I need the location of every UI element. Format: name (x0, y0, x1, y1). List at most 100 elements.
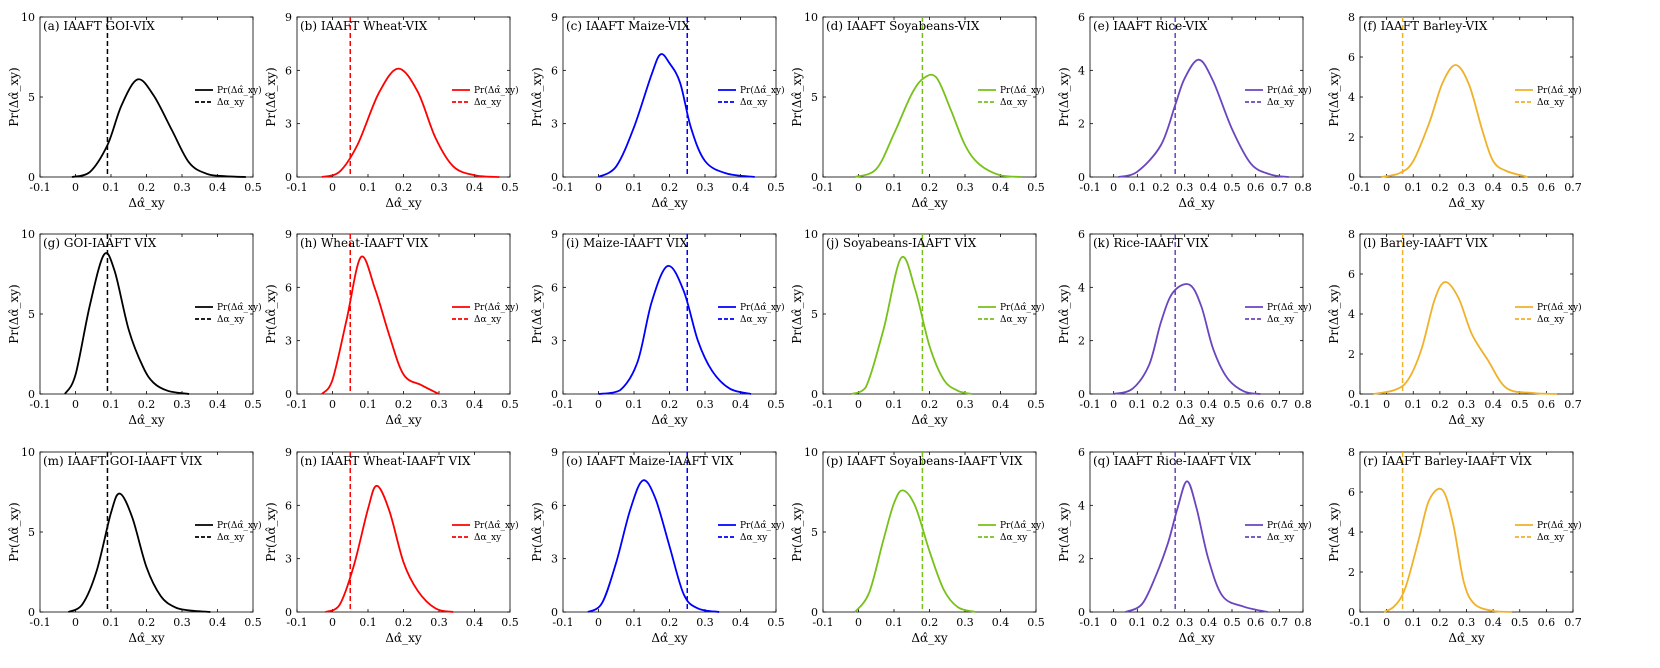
x-axis-label: Δα̂_xy (911, 413, 948, 427)
panel-n: -0.1 0 0.1 0.2 0.3 0.4 0.50369Δα̂_xyPr(Δα̂_xy)… (264, 446, 519, 645)
x-tick-label: 0.3 (430, 181, 448, 194)
x-tick-label: 0.4 (209, 616, 227, 629)
x-tick-label: 0.6 (1247, 181, 1265, 194)
x-tick-label: 0.5 (1027, 398, 1045, 411)
y-tick-label: 3 (285, 335, 292, 348)
legend-label-pdf: Pr(Δα̂_xy) (1267, 85, 1312, 96)
axes-box (1089, 233, 1304, 395)
y-axis-label: Pr(Δα̂_xy) (7, 502, 21, 562)
axes-box (1359, 451, 1574, 613)
panel-title: (c) IAAFT Maize-VIX (566, 19, 690, 33)
panel-p: -0.1 0 0.1 0.2 0.3 0.4 0.50510Δα̂_xyPr(Δα̂_xy)… (790, 446, 1045, 645)
y-tick-label: 4 (1348, 308, 1355, 321)
axes-box (39, 451, 254, 613)
x-tick-label: 0.5 (1511, 398, 1529, 411)
x-tick-label: 0.1 (359, 616, 377, 629)
x-tick-label: -0.1 (29, 616, 50, 629)
y-tick-label: 9 (285, 11, 292, 24)
axes-box (296, 233, 511, 395)
density-curve (64, 252, 190, 395)
x-tick-label: -0.1 (1349, 616, 1370, 629)
legend-label-pdf: Pr(Δα̂_xy) (740, 85, 785, 96)
x-tick-label: 0.1 (1129, 398, 1147, 411)
x-tick-label: 0.7 (1564, 398, 1582, 411)
y-tick-label: 6 (1348, 268, 1355, 281)
density-curve (324, 484, 454, 613)
y-tick-label: 2 (1348, 348, 1355, 361)
legend-label-threshold: Δα_xy (474, 533, 502, 543)
x-tick-label: 0.6 (1538, 181, 1556, 194)
axes-box (1359, 233, 1574, 395)
x-tick-label: 0.5 (1027, 181, 1045, 194)
x-tick-label: 0.7 (1271, 616, 1289, 629)
x-tick-label: 0.1 (1129, 181, 1147, 194)
legend-label-pdf: Pr(Δα̂_xy) (1000, 520, 1045, 531)
x-tick-label: 0.5 (244, 398, 262, 411)
y-axis-label: Pr(Δα̂_xy) (1057, 67, 1071, 127)
x-axis-label: Δα̂_xy (1178, 196, 1215, 210)
legend-label-pdf: Pr(Δα̂_xy) (474, 302, 519, 313)
y-tick-label: 8 (1348, 11, 1355, 24)
x-tick-label: -0.1 (812, 398, 833, 411)
panel-title: (n) IAAFT Wheat-IAAFT VIX (300, 454, 471, 468)
x-tick-label: 0.4 (466, 398, 484, 411)
x-tick-label: 0.3 (1458, 398, 1476, 411)
x-tick-label: 0.5 (767, 398, 785, 411)
x-tick-label: 0.3 (1458, 181, 1476, 194)
y-tick-label: 6 (285, 281, 292, 294)
legend-label-threshold: Δα_xy (1000, 315, 1028, 325)
x-tick-label: 0.4 (1200, 398, 1218, 411)
panel-title: (o) IAAFT Maize-IAAFT VIX (566, 454, 734, 468)
legend-label-pdf: Pr(Δα̂_xy) (217, 85, 262, 96)
x-tick-label: 0.1 (625, 616, 643, 629)
x-tick-label: 0.2 (921, 398, 939, 411)
y-tick-label: 6 (1078, 228, 1085, 241)
panel-title: (h) Wheat-IAAFT VIX (300, 236, 429, 250)
legend-label-threshold: Δα_xy (217, 98, 245, 108)
y-tick-label: 2 (1078, 118, 1085, 131)
x-tick-label: 0 (595, 398, 602, 411)
x-tick-label: -0.1 (1349, 181, 1370, 194)
x-axis-label: Δα̂_xy (128, 631, 165, 645)
y-axis-label: Pr(Δα̂_xy) (530, 502, 544, 562)
x-tick-label: -0.1 (286, 181, 307, 194)
x-tick-label: 0 (595, 616, 602, 629)
x-axis-label: Δα̂_xy (128, 413, 165, 427)
x-tick-label: 0.5 (1223, 398, 1241, 411)
density-curve (587, 479, 720, 613)
y-tick-label: 0 (1078, 606, 1085, 619)
x-tick-label: 0.7 (1564, 181, 1582, 194)
y-tick-label: 2 (1348, 131, 1355, 144)
density-curve (321, 255, 440, 395)
x-tick-label: 0 (1110, 616, 1117, 629)
y-axis-label: Pr(Δα̂_xy) (790, 67, 804, 127)
x-axis-label: Δα̂_xy (1448, 631, 1485, 645)
panel-title: (a) IAAFT GOI-VIX (43, 19, 155, 33)
y-tick-label: 9 (285, 228, 292, 241)
panel-title: (j) Soyabeans-IAAFT VIX (826, 236, 977, 250)
panel-title: (d) IAAFT Soyabeans-VIX (826, 19, 980, 33)
legend-label-pdf: Pr(Δα̂_xy) (217, 302, 262, 313)
y-tick-label: 10 (21, 228, 35, 241)
x-tick-label: 0.5 (501, 181, 519, 194)
x-tick-label: 0.6 (1247, 616, 1265, 629)
x-tick-label: 0.2 (1431, 181, 1449, 194)
y-tick-label: 4 (1078, 64, 1085, 77)
x-tick-label: 0.1 (1405, 398, 1423, 411)
x-tick-label: 0.3 (956, 181, 974, 194)
axes-box (1359, 16, 1574, 178)
legend-label-pdf: Pr(Δα̂_xy) (740, 520, 785, 531)
x-tick-label: 0.5 (1223, 181, 1241, 194)
axes-box (822, 233, 1037, 395)
y-tick-label: 0 (1078, 171, 1085, 184)
y-axis-label: Pr(Δα̂_xy) (264, 502, 278, 562)
legend-label-threshold: Δα_xy (1537, 315, 1565, 325)
y-tick-label: 8 (1348, 446, 1355, 459)
y-tick-label: 6 (1348, 51, 1355, 64)
x-tick-label: 0 (1110, 181, 1117, 194)
x-tick-label: -0.1 (552, 616, 573, 629)
x-tick-label: 0.2 (661, 181, 679, 194)
x-tick-label: 0.3 (173, 616, 191, 629)
y-tick-label: 9 (551, 228, 558, 241)
x-tick-label: 0.5 (767, 616, 785, 629)
